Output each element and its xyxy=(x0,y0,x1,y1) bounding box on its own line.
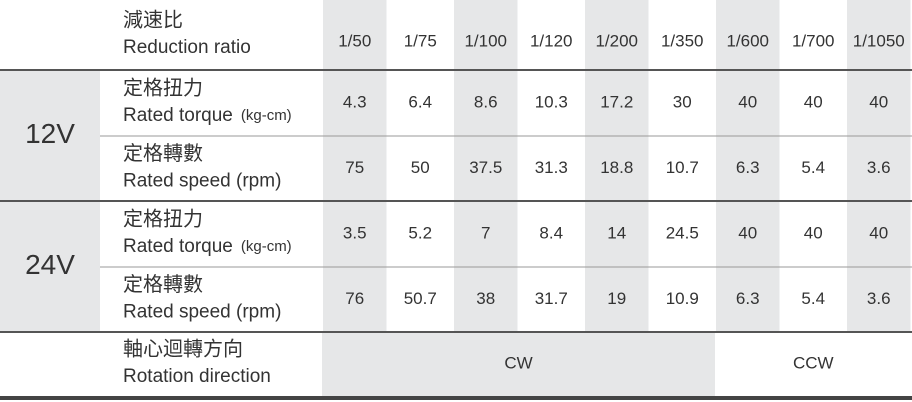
cell-value: 3.5 xyxy=(343,223,367,242)
ratio: 1/600 xyxy=(726,31,769,50)
label-zh: 定格轉數 xyxy=(123,273,203,296)
label-unit: (kg-cm) xyxy=(241,238,292,255)
cw: CW xyxy=(504,353,532,372)
ratio: 1/700 xyxy=(792,31,835,50)
cell-value: 24.5 xyxy=(666,223,699,242)
cell-value: 31.7 xyxy=(535,289,568,308)
column-shade xyxy=(585,0,649,332)
ratio: 1/50 xyxy=(338,31,371,50)
label-unit: (kg-cm) xyxy=(241,107,292,124)
label-en: Rotation direction xyxy=(123,366,271,387)
cell-value: 6.3 xyxy=(736,158,760,177)
cell-value: 30 xyxy=(673,92,692,111)
cell-value: 50.7 xyxy=(404,289,437,308)
label-zh: 軸心迴轉方向 xyxy=(123,337,243,360)
ratio: 1/350 xyxy=(661,31,704,50)
cell-value: 10.7 xyxy=(666,158,699,177)
ratio: 1/1050 xyxy=(853,31,905,50)
cell-value: 75 xyxy=(345,158,364,177)
cell-value: 8.6 xyxy=(474,92,498,111)
label-en: Rated torque xyxy=(123,105,233,126)
ccw: CCW xyxy=(793,353,834,372)
cell-value: 40 xyxy=(869,92,888,111)
label-en: Reduction ratio xyxy=(123,37,251,58)
column-shade xyxy=(454,0,518,332)
label-en: Rated torque xyxy=(123,236,233,257)
ratio: 1/75 xyxy=(404,31,437,50)
cell-value: 14 xyxy=(607,223,626,242)
cell-value: 5.4 xyxy=(801,289,825,308)
cell-value: 10.9 xyxy=(666,289,699,308)
cell-value: 3.6 xyxy=(867,289,891,308)
cell-value: 7 xyxy=(481,223,490,242)
cw-shade xyxy=(322,333,715,396)
voltage-shade xyxy=(0,71,100,201)
cell-value: 37.5 xyxy=(469,158,502,177)
cell-value: 76 xyxy=(345,289,364,308)
label-en: Rated speed (rpm) xyxy=(123,302,281,323)
cell-value: 6.4 xyxy=(408,92,432,111)
ratio: 1/120 xyxy=(530,31,573,50)
cell-value: 8.4 xyxy=(539,223,563,242)
label-zh: 定格扭力 xyxy=(123,76,203,99)
voltage-shade xyxy=(0,202,100,332)
cell-value: 40 xyxy=(869,223,888,242)
voltage: 24V xyxy=(25,249,75,280)
cell-value: 19 xyxy=(607,289,626,308)
cell-value: 10.3 xyxy=(535,92,568,111)
column-shade xyxy=(847,0,911,332)
label-zh: 減速比 xyxy=(123,8,183,31)
cell-value: 31.3 xyxy=(535,158,568,177)
column-shade xyxy=(323,0,387,332)
label-zh: 定格轉數 xyxy=(123,142,203,165)
cell-value: 18.8 xyxy=(600,158,633,177)
ratio: 1/200 xyxy=(595,31,638,50)
cell-value: 17.2 xyxy=(600,92,633,111)
cell-value: 6.3 xyxy=(736,289,760,308)
cell-value: 38 xyxy=(476,289,495,308)
cell-value: 40 xyxy=(804,92,823,111)
cell-value: 40 xyxy=(804,223,823,242)
cell-value: 4.3 xyxy=(343,92,367,111)
column-shade xyxy=(716,0,780,332)
voltage: 12V xyxy=(25,118,75,149)
cell-value: 5.2 xyxy=(408,223,432,242)
cell-value: 40 xyxy=(738,92,757,111)
label-en: Rated speed (rpm) xyxy=(123,171,281,192)
label-zh: 定格扭力 xyxy=(123,207,203,230)
cell-value: 3.6 xyxy=(867,158,891,177)
cell-value: 40 xyxy=(738,223,757,242)
cell-value: 50 xyxy=(411,158,430,177)
cell-value: 5.4 xyxy=(801,158,825,177)
ratio: 1/100 xyxy=(464,31,507,50)
